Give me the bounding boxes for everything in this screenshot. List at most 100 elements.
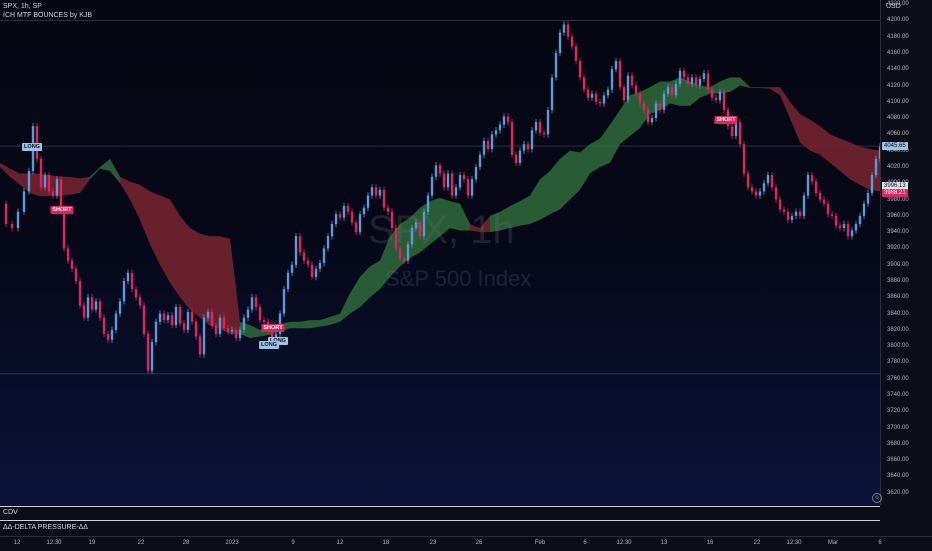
cdv-pane[interactable]: CDV	[0, 506, 880, 520]
ichimoku-cloud-segment	[840, 138, 850, 180]
ichimoku-cloud-segment	[390, 223, 400, 277]
candle-body	[118, 301, 122, 314]
candle-body	[410, 228, 414, 245]
candle-body	[142, 305, 146, 334]
candle-body	[614, 61, 618, 70]
ichimoku-cloud-segment	[690, 81, 700, 106]
candle-body	[406, 244, 410, 261]
candle-body	[242, 317, 246, 330]
candle-body	[294, 236, 298, 265]
candle-body	[146, 333, 150, 371]
candle-body	[358, 214, 362, 233]
time-tick-label: 6	[878, 540, 882, 546]
candle-body	[222, 317, 226, 329]
candle-body	[714, 97, 718, 101]
symbol-title[interactable]: SPX, 1h, SP	[3, 3, 42, 10]
price-tick-label: 3980.00	[887, 196, 909, 203]
price-chart[interactable]	[0, 0, 880, 505]
ichimoku-cloud-segment	[720, 77, 730, 94]
time-tick-label: 16	[706, 540, 714, 546]
price-tick-label: 4040.00	[887, 147, 909, 154]
ichimoku-cloud-segment	[770, 87, 780, 96]
candle-body	[298, 236, 302, 253]
time-axis[interactable]: 12 12:30 19 22 28 2023 9 12 18 23 26 Feb 6 12:30 13 16 2…	[0, 536, 932, 551]
candle-body	[594, 93, 598, 102]
candle-body	[47, 175, 51, 192]
ichimoku-cloud-segment	[860, 146, 870, 190]
price-tick-label: 3940.00	[887, 229, 909, 236]
price-tick-label: 3840.00	[887, 310, 909, 317]
candle-body	[638, 93, 642, 104]
ichimoku-cloud-segment	[520, 195, 530, 226]
candle-body	[558, 32, 562, 53]
ichimoku-cloud-segment	[410, 207, 420, 259]
candle-body	[442, 173, 446, 188]
candle-body	[394, 228, 398, 249]
candle-body	[854, 223, 858, 231]
candle-body	[490, 134, 494, 150]
ichimoku-cloud-segment	[340, 293, 350, 322]
candle-body	[550, 77, 554, 110]
time-tick-label: 12:30	[46, 540, 62, 546]
candle-body	[354, 222, 358, 233]
price-tick-label: 3820.00	[887, 326, 909, 333]
candle-body	[502, 116, 506, 125]
candle-body	[686, 77, 690, 84]
candle-body	[690, 77, 694, 84]
candle-body	[43, 175, 47, 188]
ichimoku-cloud-segment	[820, 126, 830, 163]
ichimoku-cloud-segment	[30, 173, 40, 197]
ichimoku-cloud-segment	[500, 206, 510, 231]
candle-body	[766, 175, 770, 184]
delta-pressure-pane[interactable]: ΔΔ-DELTA PRESSURE-ΔΔ	[0, 520, 880, 536]
candle-body	[59, 179, 63, 208]
ichimoku-cloud-segment	[570, 150, 580, 200]
price-tick-label: 3880.00	[887, 278, 909, 284]
candle-body	[678, 70, 682, 84]
candle-body	[10, 223, 14, 229]
price-tick-label: 4140.00	[887, 66, 909, 73]
candle-body	[90, 297, 94, 310]
ichimoku-cloud-segment	[350, 276, 360, 314]
candle-body	[434, 165, 438, 177]
candle-body	[430, 176, 434, 196]
ichimoku-cloud-segment	[140, 184, 150, 245]
time-tick-label: 12	[13, 540, 21, 546]
candle-body	[450, 173, 454, 196]
candle-body	[646, 109, 650, 123]
candle-body	[418, 222, 422, 237]
candle-body	[546, 109, 550, 135]
candle-body	[670, 87, 674, 96]
candle-body	[202, 317, 206, 355]
candle-body	[506, 116, 510, 123]
candle-body	[366, 195, 370, 208]
indicator-title[interactable]: ICH MTF BOUNCES by KJB	[3, 12, 93, 19]
candle-body	[698, 79, 702, 86]
candle-body	[70, 260, 74, 269]
time-tick-label: 22	[753, 540, 761, 546]
ichimoku-cloud-segment	[380, 236, 390, 290]
ichimoku-cloud-segment	[200, 233, 210, 326]
candle-body	[582, 77, 586, 90]
price-tick-label: 3920.00	[887, 245, 909, 252]
candle-body	[110, 329, 114, 340]
price-tick-label: 3660.00	[887, 457, 909, 464]
candle-body	[618, 61, 622, 88]
chart-settings-icon[interactable]: ⚙	[872, 493, 882, 503]
price-scale[interactable]: USD 4220.00 4200.00 4180.00 4160.00 4140.00 4…	[880, 0, 932, 505]
ichimoku-cloud-segment	[510, 201, 520, 229]
candle-body	[386, 207, 390, 212]
ichimoku-cloud-segment	[130, 181, 140, 220]
price-tick-label: 3760.00	[887, 375, 909, 382]
candle-body	[322, 248, 326, 264]
candle-body	[402, 258, 406, 261]
candle-body	[702, 73, 706, 80]
candle-body	[426, 195, 430, 212]
ichimoku-cloud-segment	[220, 236, 230, 334]
candle-body	[538, 122, 542, 133]
candle-body	[62, 207, 66, 249]
ichimoku-cloud-segment	[230, 238, 240, 334]
ichimoku-cloud-segment	[80, 176, 90, 194]
candle-body	[710, 89, 714, 98]
price-tick-label: 3620.00	[887, 489, 909, 496]
